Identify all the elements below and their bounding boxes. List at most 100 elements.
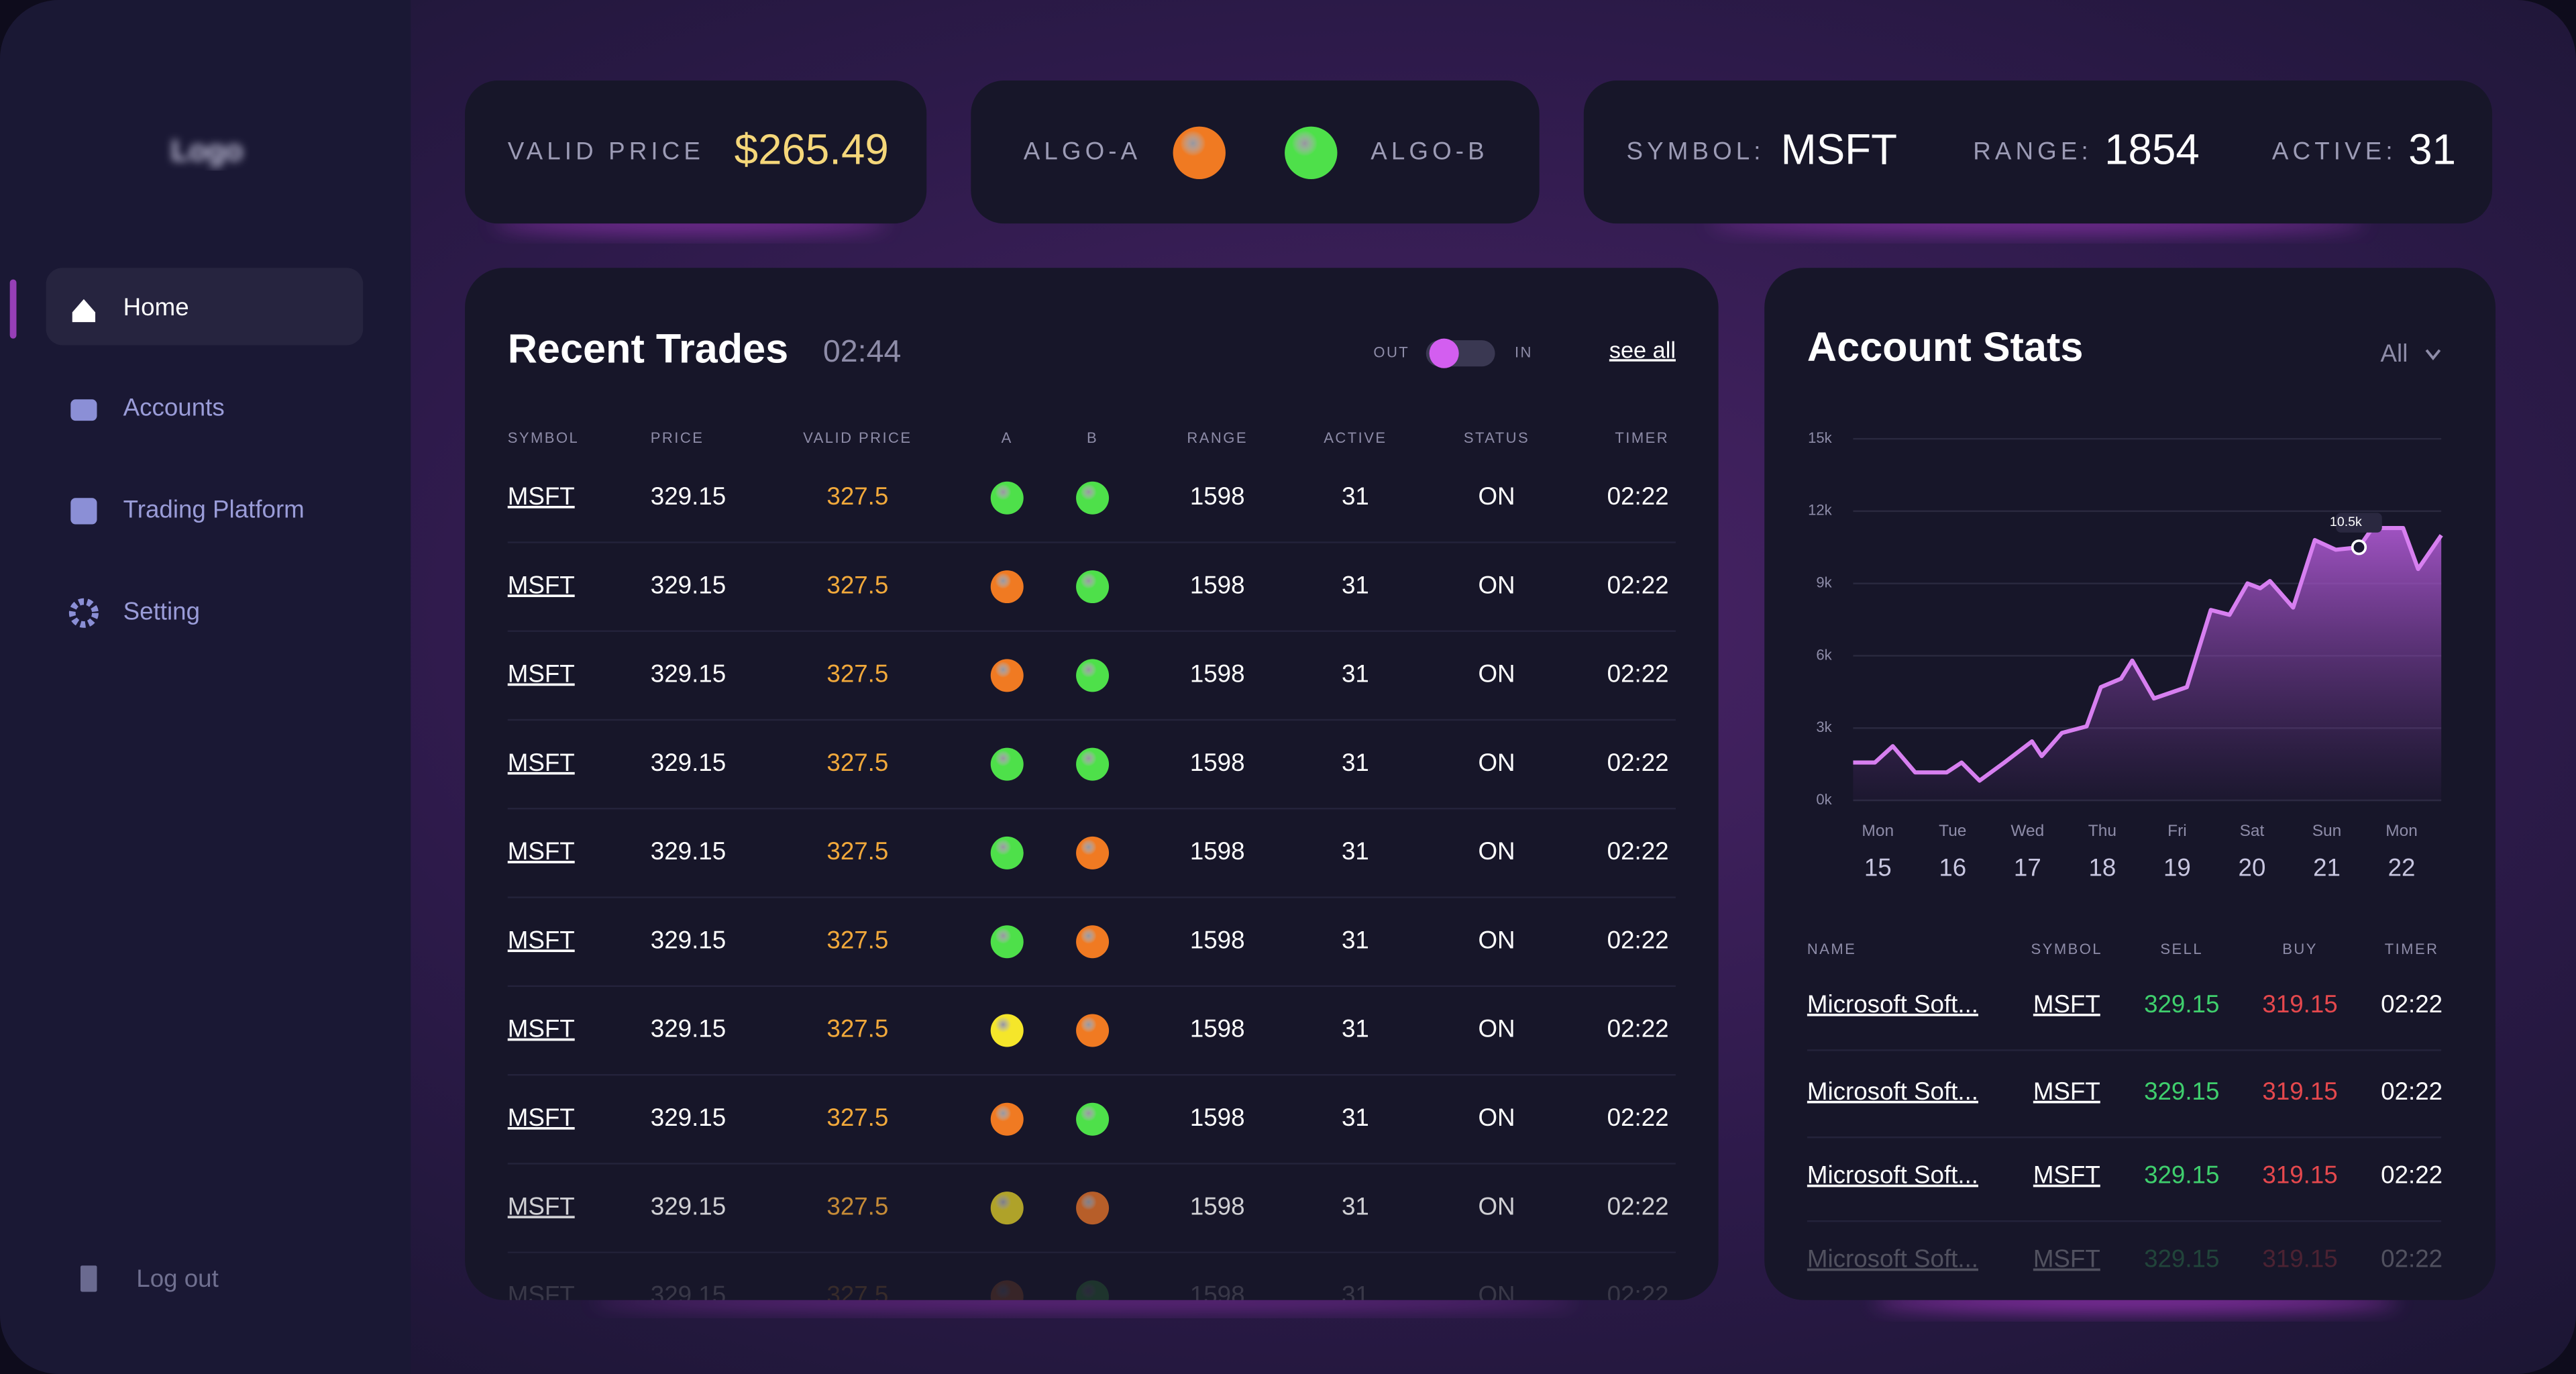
cell: 02:22 — [1607, 926, 1669, 953]
column-header: BUY — [2282, 941, 2318, 957]
cell[interactable]: MSFT — [508, 660, 575, 688]
setting-icon — [68, 598, 99, 628]
cell[interactable]: MSFT — [508, 1192, 575, 1220]
panel-time: 02:44 — [823, 333, 901, 368]
cell: 329.15 — [651, 749, 726, 776]
table-row: Microsoft Soft... MSFT 329.15 319.15 02:22 — [1807, 990, 2443, 1051]
column-header: RANGE — [1187, 429, 1248, 446]
cell[interactable]: MSFT — [508, 1104, 575, 1131]
nav-highlight[interactable] — [46, 268, 364, 346]
x-weekday-label: Sat — [2240, 822, 2265, 840]
cell[interactable]: MSFT — [508, 1015, 575, 1043]
y-tick-label: 9k — [1816, 574, 1832, 590]
cell: 02:22 — [2381, 990, 2443, 1018]
nav-item[interactable]: Setting — [123, 597, 200, 625]
cell: 327.5 — [826, 1015, 888, 1043]
cell: 327.5 — [826, 1192, 888, 1220]
status-dot — [990, 1102, 1024, 1136]
cell: 1598 — [1190, 482, 1245, 510]
cell[interactable]: MSFT — [2033, 1161, 2100, 1189]
cell: 327.5 — [826, 1281, 888, 1309]
x-tick-label: 16 — [1939, 854, 1966, 882]
cell[interactable]: Microsoft Soft... — [1807, 1077, 1978, 1105]
status-dot — [1076, 836, 1110, 869]
column-header: TIMER — [1615, 429, 1669, 446]
cell: ON — [1478, 1192, 1515, 1220]
column-header: PRICE — [651, 429, 704, 446]
cell: 02:22 — [2381, 1245, 2443, 1273]
toggle-knob[interactable] — [1429, 338, 1459, 368]
status-dot — [1173, 126, 1226, 180]
cell: 31 — [1342, 482, 1369, 510]
column-header: SELL — [2160, 941, 2203, 957]
cell: 1598 — [1190, 837, 1245, 865]
column-header: TIMER — [2385, 941, 2439, 957]
card — [465, 81, 927, 224]
toggle-label: OUT — [1373, 344, 1409, 361]
cell[interactable]: MSFT — [508, 1281, 575, 1309]
status-dot — [1076, 1192, 1110, 1225]
cell[interactable]: Microsoft Soft... — [1807, 1161, 1978, 1189]
column-header: B — [1087, 429, 1098, 446]
status-dot — [1076, 1280, 1110, 1300]
cell[interactable]: MSFT — [508, 749, 575, 776]
cell: 327.5 — [826, 1104, 888, 1131]
x-weekday-label: Thu — [2088, 822, 2116, 840]
cell: ON — [1478, 660, 1515, 688]
cell[interactable]: MSFT — [508, 837, 575, 865]
nav-item[interactable]: Accounts — [123, 394, 225, 421]
cell: 02:22 — [1607, 837, 1669, 865]
summary-label: SYMBOL: — [1626, 138, 1764, 165]
nav-item[interactable]: Trading Platform — [123, 496, 305, 523]
cell: 327.5 — [826, 749, 888, 776]
status-dot — [1076, 659, 1110, 692]
cell[interactable]: MSFT — [2033, 1077, 2100, 1105]
cell[interactable]: MSFT — [508, 482, 575, 510]
active-indicator — [9, 279, 17, 339]
cell[interactable]: MSFT — [2033, 990, 2100, 1018]
cell: 319.15 — [2262, 990, 2337, 1018]
cell: 329.15 — [2144, 1161, 2219, 1189]
logo: Logo — [171, 134, 244, 167]
status-dot — [1076, 747, 1110, 781]
line — [1853, 525, 2443, 783]
cell[interactable]: MSFT — [508, 571, 575, 598]
y-tick-label: 3k — [1816, 719, 1832, 735]
logout[interactable]: Log out — [136, 1265, 219, 1292]
summary-value: 1854 — [2104, 126, 2200, 174]
cell[interactable]: Microsoft Soft... — [1807, 990, 1978, 1018]
table-row: MSFT 329.15 327.5 1598 31 ON 02:22 — [508, 747, 1676, 810]
cell[interactable]: MSFT — [2033, 1245, 2100, 1273]
cell: 329.15 — [651, 926, 726, 953]
status-dot — [990, 925, 1024, 959]
x-weekday-label: Mon — [2385, 822, 2418, 840]
table-row: Microsoft Soft... MSFT 329.15 319.15 02:22 — [1807, 1161, 2443, 1222]
cell: 319.15 — [2262, 1077, 2337, 1105]
chevron[interactable] — [2425, 349, 2441, 361]
cell: 31 — [1342, 1281, 1369, 1309]
status-dot — [990, 481, 1024, 515]
column-header: SYMBOL — [2031, 941, 2103, 957]
sidebar — [0, 0, 411, 1374]
cell: 02:22 — [1607, 482, 1669, 510]
see-all-link[interactable]: see all — [1609, 337, 1676, 363]
panel-title: Account Stats — [1807, 324, 2084, 370]
cell[interactable]: Microsoft Soft... — [1807, 1245, 1978, 1273]
nav-item[interactable]: Home — [123, 293, 189, 321]
cell: ON — [1478, 926, 1515, 953]
cell: 319.15 — [2262, 1245, 2337, 1273]
cell: 327.5 — [826, 482, 888, 510]
cell: 329.15 — [651, 1015, 726, 1043]
card — [1583, 81, 2493, 224]
table-row: Microsoft Soft... MSFT 329.15 319.15 02:22 — [1807, 1077, 2443, 1139]
cell[interactable]: MSFT — [508, 926, 575, 953]
trades-table: MSFT 329.15 327.5 1598 31 ON 02:22 MSFT 329.15 32… — [508, 481, 1676, 1309]
y-tick-label: 0k — [1816, 791, 1832, 808]
status-dot — [1076, 481, 1110, 515]
column-header: A — [1002, 429, 1013, 446]
x-weekday-label: Tue — [1939, 822, 1966, 840]
column-header: ACTIVE — [1324, 429, 1387, 446]
panel-title: Recent Trades — [508, 325, 788, 371]
filter[interactable]: All — [2381, 339, 2408, 367]
status-dot — [1076, 1102, 1110, 1136]
